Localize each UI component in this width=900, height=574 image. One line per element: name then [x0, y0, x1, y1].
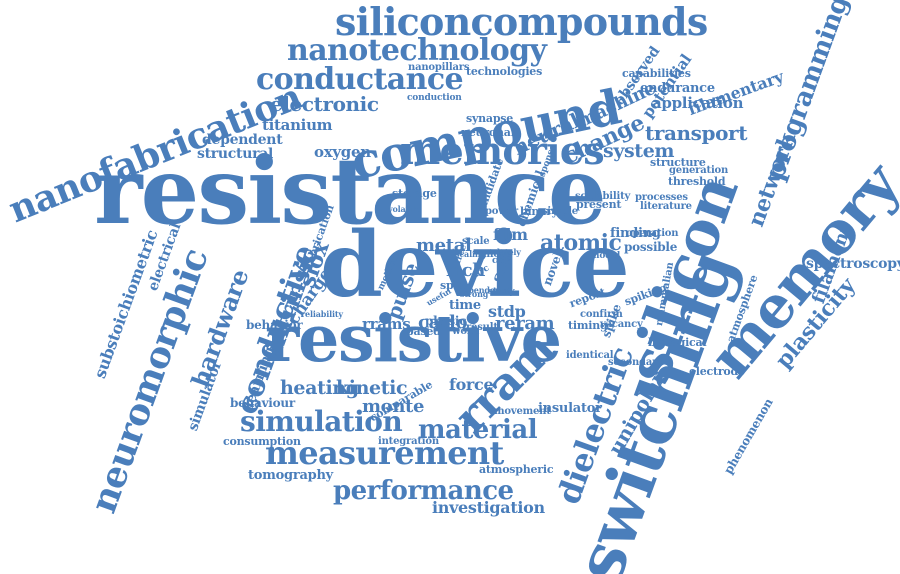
word-threshold: threshold	[668, 176, 725, 187]
word-phenomenon: phenomenon	[722, 396, 775, 476]
word-operation: operation	[626, 229, 678, 239]
word-volatile: volatile	[388, 205, 420, 213]
word-electrode: electrode	[689, 366, 745, 377]
word-time: time	[449, 299, 481, 312]
word-behaviour: behaviour	[230, 397, 295, 409]
word-based: based	[406, 326, 441, 337]
word-tomography: tomography	[248, 469, 333, 482]
word-biological: biological	[648, 337, 706, 348]
word-investigation: investigation	[432, 500, 545, 516]
word-identical: identical	[566, 351, 613, 361]
word-application: application	[652, 96, 743, 111]
word-secondary: secondary	[608, 358, 663, 368]
word-literature: literature	[640, 202, 692, 212]
word-titanium: titanium	[262, 118, 332, 133]
word-lately: lately	[497, 248, 521, 256]
word-neuronal: neuronal	[461, 127, 515, 138]
word-network: network	[745, 130, 799, 229]
word-movement: movement	[494, 407, 551, 417]
word-transport: transport	[645, 123, 747, 143]
word-force: force	[449, 377, 493, 393]
word-consumption: consumption	[223, 436, 301, 447]
word-atmospheric: atmospheric	[479, 464, 553, 475]
word-spectroscopy: spectroscopy	[806, 257, 900, 271]
word-dependence: dependence	[458, 286, 510, 294]
word-vacancy: vacancy	[600, 320, 643, 330]
word-result: result	[466, 323, 498, 333]
word-present: present	[576, 199, 621, 210]
word-reliability: reliability	[301, 310, 343, 318]
word-power: power	[485, 207, 518, 217]
word-scaling: scaling	[455, 250, 486, 258]
word-film: film	[493, 227, 528, 243]
word-integration: integration	[378, 437, 439, 447]
word-storage: storage	[392, 188, 437, 199]
word-technologies: technologies	[466, 66, 542, 77]
word-stdp: stdp	[488, 304, 526, 320]
word-synapse: synapse	[466, 113, 513, 124]
word-conduction: conduction	[407, 94, 462, 103]
word-model: model	[590, 252, 620, 261]
word-nanopillars: nanopillars	[408, 63, 469, 73]
word-possible: possible	[624, 241, 677, 253]
word-simple: simple	[542, 207, 578, 217]
